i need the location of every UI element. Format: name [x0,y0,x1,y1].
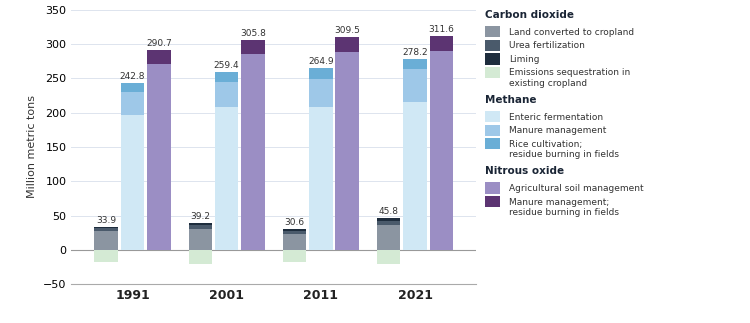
Bar [147,50,170,64]
Bar [147,64,170,250]
Text: 305.8: 305.8 [240,29,266,38]
Bar [309,79,332,107]
Text: Carbon dioxide: Carbon dioxide [485,10,574,20]
Bar [309,107,332,250]
Text: 278.2: 278.2 [402,48,427,57]
Text: 242.8: 242.8 [120,72,146,81]
Bar [283,234,306,250]
Text: 264.9: 264.9 [308,57,334,66]
Bar [242,40,265,54]
Bar [215,82,238,107]
Text: Emissions sequestration in
existing cropland: Emissions sequestration in existing crop… [509,68,631,88]
Bar [377,218,400,221]
Bar [215,72,238,82]
Bar [404,102,427,250]
Bar [377,221,400,225]
Text: 290.7: 290.7 [146,39,172,48]
Text: Liming: Liming [509,55,540,64]
Text: Methane: Methane [485,95,537,105]
Bar [94,231,118,250]
Bar [283,231,306,234]
Text: 39.2: 39.2 [190,212,210,221]
Bar [404,59,427,69]
Text: Enteric fermentation: Enteric fermentation [509,113,603,122]
Bar [242,54,265,250]
Text: Urea fertilization: Urea fertilization [509,41,585,50]
Bar [94,227,118,228]
Bar [121,92,144,115]
Bar [188,223,212,225]
Bar [188,225,212,229]
Bar [121,115,144,250]
Y-axis label: Million metric tons: Million metric tons [28,96,38,198]
Text: Manure management;
residue burning in fields: Manure management; residue burning in fi… [509,198,620,217]
Bar [94,228,118,231]
Bar [335,52,359,250]
Text: Manure management: Manure management [509,126,607,135]
Text: Land converted to cropland: Land converted to cropland [509,28,634,37]
Text: Agricultural soil management: Agricultural soil management [509,184,644,193]
Bar [121,83,144,92]
Bar [188,229,212,250]
Bar [404,69,427,102]
Text: 311.6: 311.6 [428,25,454,34]
Bar [430,36,453,51]
Bar [215,107,238,250]
Bar [377,250,400,264]
Bar [188,250,212,264]
Bar [377,225,400,250]
Text: Nitrous oxide: Nitrous oxide [485,166,564,176]
Bar [430,51,453,250]
Text: 259.4: 259.4 [214,61,239,70]
Text: 30.6: 30.6 [284,218,304,227]
Text: 45.8: 45.8 [379,207,399,216]
Text: 33.9: 33.9 [96,215,116,224]
Bar [94,250,118,262]
Text: Rice cultivation;
residue burning in fields: Rice cultivation; residue burning in fie… [509,140,620,159]
Bar [283,250,306,262]
Bar [283,229,306,231]
Text: 309.5: 309.5 [334,26,360,36]
Bar [335,37,359,52]
Bar [309,68,332,79]
